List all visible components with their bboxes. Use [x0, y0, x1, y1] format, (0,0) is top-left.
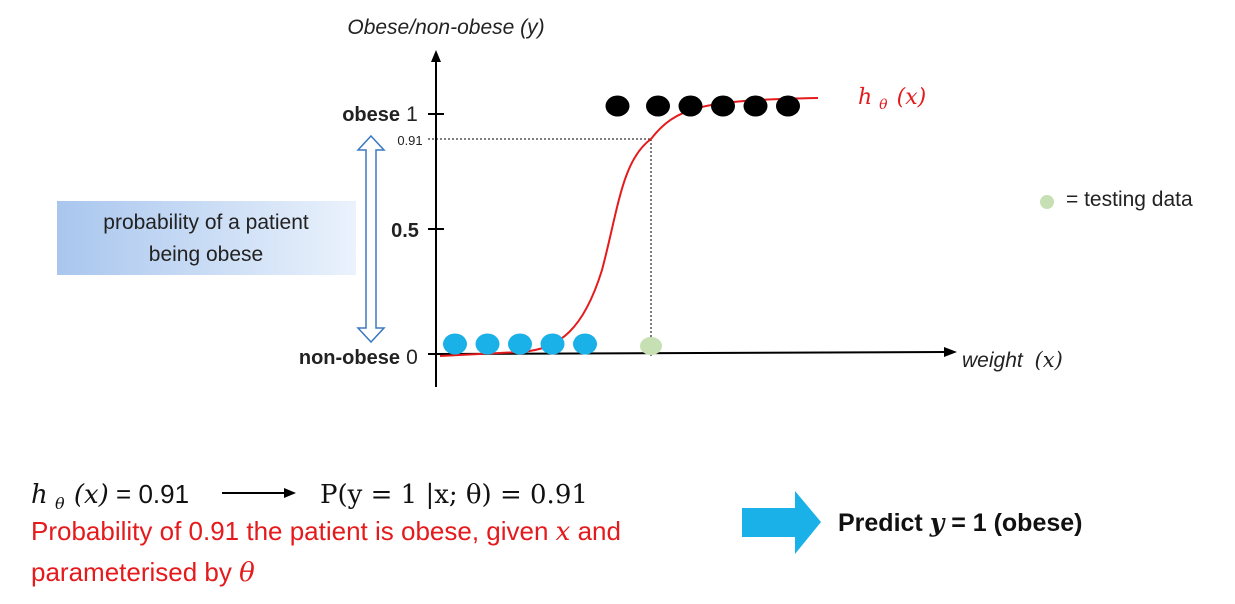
- predict-text-a: Predict: [838, 509, 930, 537]
- non-obese-point-3: [508, 333, 532, 355]
- probability-range-arrow: [356, 134, 386, 344]
- predict-text: Predict y = 1 (obese): [838, 508, 1083, 537]
- legend-testing-label: = testing data: [1066, 188, 1193, 211]
- probability-box-line1: probability of a patient: [103, 211, 309, 234]
- obese-point-6: [776, 95, 800, 117]
- y-tick-top-value: 1: [406, 103, 418, 126]
- data-points: [443, 95, 800, 355]
- explanation-line2: parameterised by θ: [31, 557, 255, 588]
- curve-label-theta: θ: [879, 97, 888, 113]
- sigmoid-curve: [439, 97, 819, 357]
- curve-label-arg: (x): [897, 85, 927, 110]
- non-obese-point-1: [443, 333, 467, 355]
- explanation-line2-a: parameterised by: [31, 557, 239, 587]
- predict-text-b: = 1 (obese): [951, 509, 1082, 537]
- curve-label-h: h: [858, 85, 872, 110]
- y-tick-mid-value: 0.5: [391, 220, 419, 242]
- explanation-line1-a: Probability of 0.91 the patient is obese…: [31, 516, 556, 546]
- predict-text-var: y: [929, 508, 946, 537]
- y-axis-title: Obese/non-obese (y): [347, 16, 544, 39]
- y-axis-arrowhead: [431, 50, 441, 62]
- y-tick-091: 0.91: [397, 133, 422, 148]
- explanation-line2-var: θ: [239, 558, 255, 588]
- eq-h: h: [31, 480, 48, 510]
- probability-equation: P(y = 1 |x; θ) = 0.91: [320, 480, 588, 510]
- y-tick-top-label: obese: [342, 104, 400, 126]
- probability-box-line2: being obese: [149, 243, 263, 266]
- obese-point-1: [605, 95, 630, 117]
- y-tick-bottom-value: 0: [406, 346, 418, 369]
- obese-point-2: [646, 95, 670, 117]
- non-obese-point-5: [573, 333, 597, 355]
- legend-testing-dot: [1040, 195, 1054, 209]
- obese-point-3: [678, 95, 703, 117]
- explanation-line1-var: x: [556, 517, 571, 547]
- x-axis-title-var: (x): [1035, 348, 1063, 372]
- explanation-line1-b: and: [578, 516, 621, 546]
- obese-point-4: [711, 95, 735, 117]
- x-axis-title: weight (x): [962, 348, 1063, 372]
- x-axis-title-word: weight: [962, 349, 1024, 372]
- explanation-line1: Probability of 0.91 the patient is obese…: [31, 516, 621, 547]
- curve-label: h θ (x): [858, 85, 926, 115]
- hypothesis-equation: h θ (x) = 0.91: [31, 479, 189, 515]
- eq-arg: (x): [74, 480, 109, 510]
- non-obese-point-4: [540, 333, 565, 355]
- y-tick-bottom-label: non-obese: [299, 347, 400, 369]
- testing-point-1: [640, 337, 662, 355]
- implies-arrow-head: [284, 488, 296, 498]
- predict-arrow: [742, 491, 821, 554]
- obese-point-5: [743, 95, 768, 117]
- x-axis-arrowhead: [944, 347, 957, 357]
- probability-box: [57, 201, 356, 275]
- non-obese-point-2: [475, 333, 500, 355]
- eq-value: = 0.91: [116, 479, 189, 509]
- eq-theta: θ: [55, 494, 65, 513]
